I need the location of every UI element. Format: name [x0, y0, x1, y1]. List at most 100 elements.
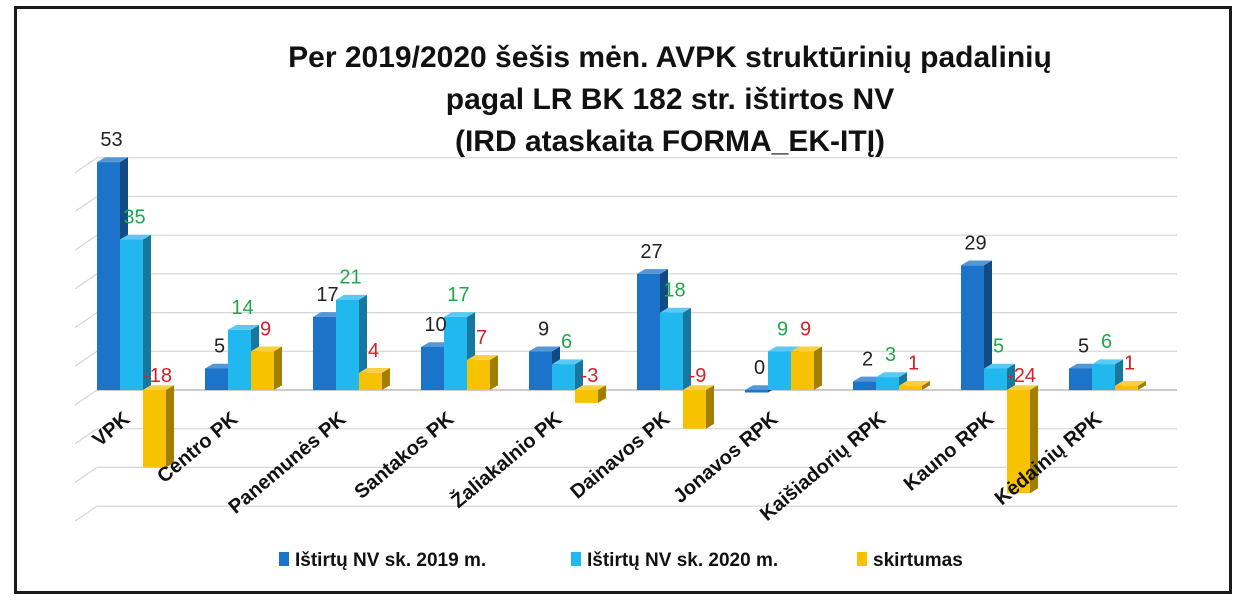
category-label-5: Dainavos PK [566, 408, 674, 504]
bar-top [768, 346, 799, 352]
bar-side [166, 385, 174, 468]
bar-top [683, 385, 714, 390]
bar-side [598, 385, 606, 403]
value-label-1-0: 5 [214, 336, 225, 358]
bar-front [575, 390, 598, 403]
bar-front [660, 312, 683, 390]
bar-top [251, 346, 282, 352]
bar-top [876, 372, 907, 378]
value-label-8-0: 29 [964, 232, 986, 254]
bar-top [791, 346, 822, 352]
bar-front [97, 162, 120, 390]
value-label-6-0: 0 [754, 357, 765, 379]
bar-front [313, 316, 336, 390]
bar-1-2 [251, 346, 282, 390]
legend-swatch-2 [857, 552, 867, 566]
chart-title: Per 2019/2020 šešis mėn. AVPK struktūrin… [288, 41, 1052, 158]
gridline-slant-4 [74, 350, 98, 367]
bar-top [575, 385, 606, 390]
bar-side [1007, 363, 1015, 390]
bar-top [637, 269, 668, 274]
category-label-8: Kauno RPK [900, 408, 999, 496]
category-label-0: VPK [89, 408, 135, 452]
value-label-1-1: 14 [231, 297, 253, 319]
bar-0-1 [120, 234, 151, 390]
value-label-8-2: -24 [1007, 365, 1036, 387]
value-label-5-0: 27 [640, 241, 662, 263]
value-label-4-1: 6 [561, 331, 572, 353]
value-label-0-2: -18 [143, 365, 172, 387]
gridline-slant-7 [74, 234, 98, 251]
bar-front [768, 351, 791, 390]
value-label-4-2: -3 [581, 365, 599, 387]
bar-side [143, 234, 151, 390]
legend-swatch-1 [571, 552, 581, 566]
bar-8-1 [984, 363, 1015, 390]
legend-label-1: Ištirtų NV sk. 2020 m. [587, 550, 778, 571]
bar-front [637, 273, 660, 390]
value-label-9-0: 5 [1078, 336, 1089, 358]
bar-side [683, 307, 691, 390]
bar-chart: Per 2019/2020 šešis mėn. AVPK struktūrin… [74, 41, 1177, 571]
bar-front [143, 390, 166, 468]
bar-front [529, 351, 552, 390]
bar-side [274, 346, 282, 390]
value-label-9-1: 6 [1101, 331, 1112, 353]
bar-front [421, 347, 444, 390]
bar-front [876, 377, 899, 390]
bar-4-1 [552, 359, 583, 390]
category-label-4: Žaliakalnio PK [446, 406, 567, 513]
gridline-slant-0 [74, 505, 98, 522]
bar-side [922, 380, 930, 390]
chart-title-line-3: (IRD ataskaita FORMA_EK-ITĮ) [455, 125, 885, 158]
value-label-7-2: 1 [908, 353, 919, 375]
bar-top [899, 380, 930, 386]
bar-front [1069, 368, 1092, 390]
bar-top [1007, 385, 1038, 390]
bar-8-2 [1007, 385, 1038, 494]
bar-top [97, 157, 128, 163]
bar-top [336, 294, 367, 300]
bar-front [120, 239, 143, 390]
bar-top [984, 363, 1015, 369]
bar-top [120, 234, 151, 240]
bar-3-2 [467, 355, 498, 390]
value-label-6-2: 9 [800, 318, 811, 340]
bar-front [205, 368, 228, 390]
bar-front [444, 316, 467, 390]
gridline-slant-3 [74, 389, 98, 406]
value-label-0-1: 35 [123, 207, 145, 229]
chart-title-line-1: Per 2019/2020 šešis mėn. AVPK struktūrin… [288, 41, 1052, 74]
bar-5-1 [660, 307, 691, 390]
bar-side [490, 355, 498, 390]
bar-side [706, 385, 714, 429]
value-label-2-2: 4 [368, 340, 379, 362]
bar-top [529, 346, 560, 352]
legend-swatch-0 [279, 552, 289, 566]
gridline-slant-1 [74, 466, 98, 483]
bar-5-2 [683, 385, 714, 429]
value-label-8-1: 5 [993, 336, 1004, 358]
bar-top [359, 368, 390, 373]
value-label-6-1: 9 [777, 318, 788, 340]
bar-top [1092, 359, 1123, 365]
value-label-3-0: 10 [424, 314, 446, 336]
value-label-2-0: 17 [316, 284, 338, 306]
gridline-slant-6 [74, 273, 98, 290]
bar-front [251, 351, 274, 390]
bar-front [1007, 390, 1030, 494]
bar-front [228, 329, 251, 390]
bar-front [745, 390, 768, 393]
bar-front [984, 368, 1007, 390]
bar-8-0 [961, 260, 992, 390]
bar-side [382, 368, 390, 390]
value-label-5-2: -9 [689, 365, 707, 387]
bar-side [359, 294, 367, 390]
bar-front [552, 364, 575, 390]
value-label-7-1: 3 [885, 344, 896, 366]
value-label-7-0: 2 [862, 348, 873, 370]
bar-6-2 [791, 346, 822, 390]
legend-label-2: skirtumas [873, 550, 963, 571]
